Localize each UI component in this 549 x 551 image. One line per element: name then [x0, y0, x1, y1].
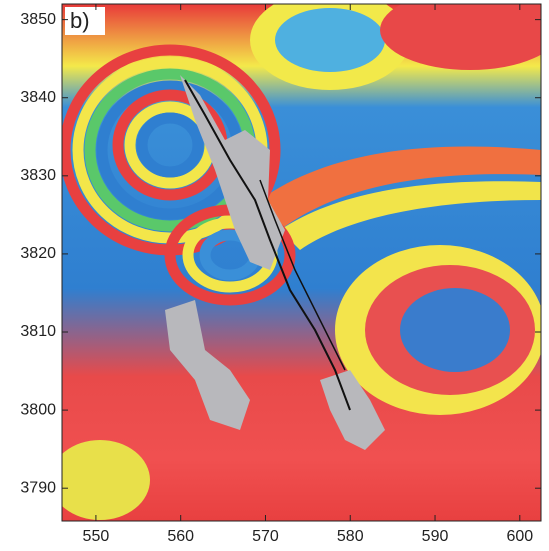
y-tick-label: 3820	[20, 245, 56, 262]
x-tick-label: 570	[252, 528, 279, 545]
x-tick-label: 600	[506, 528, 533, 545]
x-tick-label: 580	[337, 528, 364, 545]
y-tick-label: 3810	[20, 323, 56, 340]
y-tick-label: 3850	[20, 11, 56, 28]
x-tick-label: 590	[422, 528, 449, 545]
y-tick-label: 3830	[20, 167, 56, 184]
x-tick-label: 550	[83, 528, 110, 545]
interferogram	[62, 4, 541, 521]
y-tick-label: 3790	[20, 479, 56, 496]
plot-frame	[61, 3, 542, 522]
label-box	[65, 7, 105, 35]
y-tick-label: 3800	[20, 401, 56, 418]
panel-label: b)	[70, 8, 90, 33]
y-tick-label: 3840	[20, 89, 56, 106]
x-tick-label: 560	[167, 528, 194, 545]
